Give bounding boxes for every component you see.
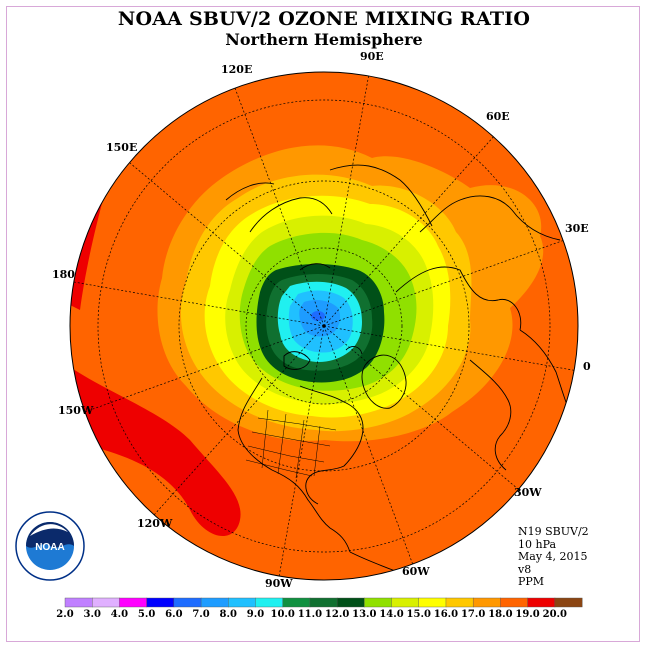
coast-north-america xyxy=(237,377,364,553)
info-date: May 4, 2015 xyxy=(518,550,588,563)
lon-label-90e: 90E xyxy=(360,50,384,63)
lon-label-90w: 90W xyxy=(265,577,293,590)
lon-label-0: 0 xyxy=(583,360,591,373)
info-satellite: N19 SBUV/2 xyxy=(518,525,589,538)
figure-frame xyxy=(6,6,640,642)
lon-label-30e: 30E xyxy=(565,222,589,235)
meridian-0 xyxy=(323,325,578,372)
map-info: N19 SBUV/2 10 hPa May 4, 2015 v8 PPM xyxy=(518,525,589,589)
latitude-circle-10n xyxy=(97,99,551,553)
meridian-150w xyxy=(78,325,325,415)
map-subtitle: Northern Hemisphere xyxy=(225,30,423,49)
lon-label-150e: 150E xyxy=(106,141,138,154)
noaa-logo: NOAA xyxy=(15,511,85,581)
map-title: NOAA SBUV/2 OZONE MIXING RATIO xyxy=(117,8,531,30)
us-state-borders xyxy=(245,409,337,479)
graticule xyxy=(73,72,578,578)
meridian-60w xyxy=(323,325,414,566)
red-region-pacific xyxy=(70,360,241,536)
meridian-60e xyxy=(323,124,505,327)
contour-7 xyxy=(311,311,325,321)
lon-label-180: 180 xyxy=(52,268,75,281)
coast-eurasia xyxy=(225,164,561,331)
lon-label-150w: 150W xyxy=(58,404,94,417)
coast-arctic-islands xyxy=(283,263,363,370)
meridian-30e xyxy=(323,236,574,327)
latitude-circle-60n xyxy=(245,247,403,405)
lon-label-60w: 60W xyxy=(402,565,430,578)
lon-label-120e: 120E xyxy=(221,63,253,76)
latitude-circle-30n xyxy=(178,180,470,472)
lon-label-60e: 60E xyxy=(486,110,510,123)
map-boundary xyxy=(69,71,579,581)
info-version: v8 xyxy=(518,562,532,576)
info-units: PPM xyxy=(518,575,545,588)
lon-label-120w: 120W xyxy=(137,517,173,530)
coast-greenland xyxy=(361,354,407,409)
info-pressure: 10 hPa xyxy=(518,537,557,551)
lon-label-30w: 30W xyxy=(514,486,542,499)
noaa-logo-text: NOAA xyxy=(35,542,64,553)
meridian-120w xyxy=(144,325,325,526)
ozone-field xyxy=(70,72,578,580)
meridian-90w xyxy=(278,325,325,578)
